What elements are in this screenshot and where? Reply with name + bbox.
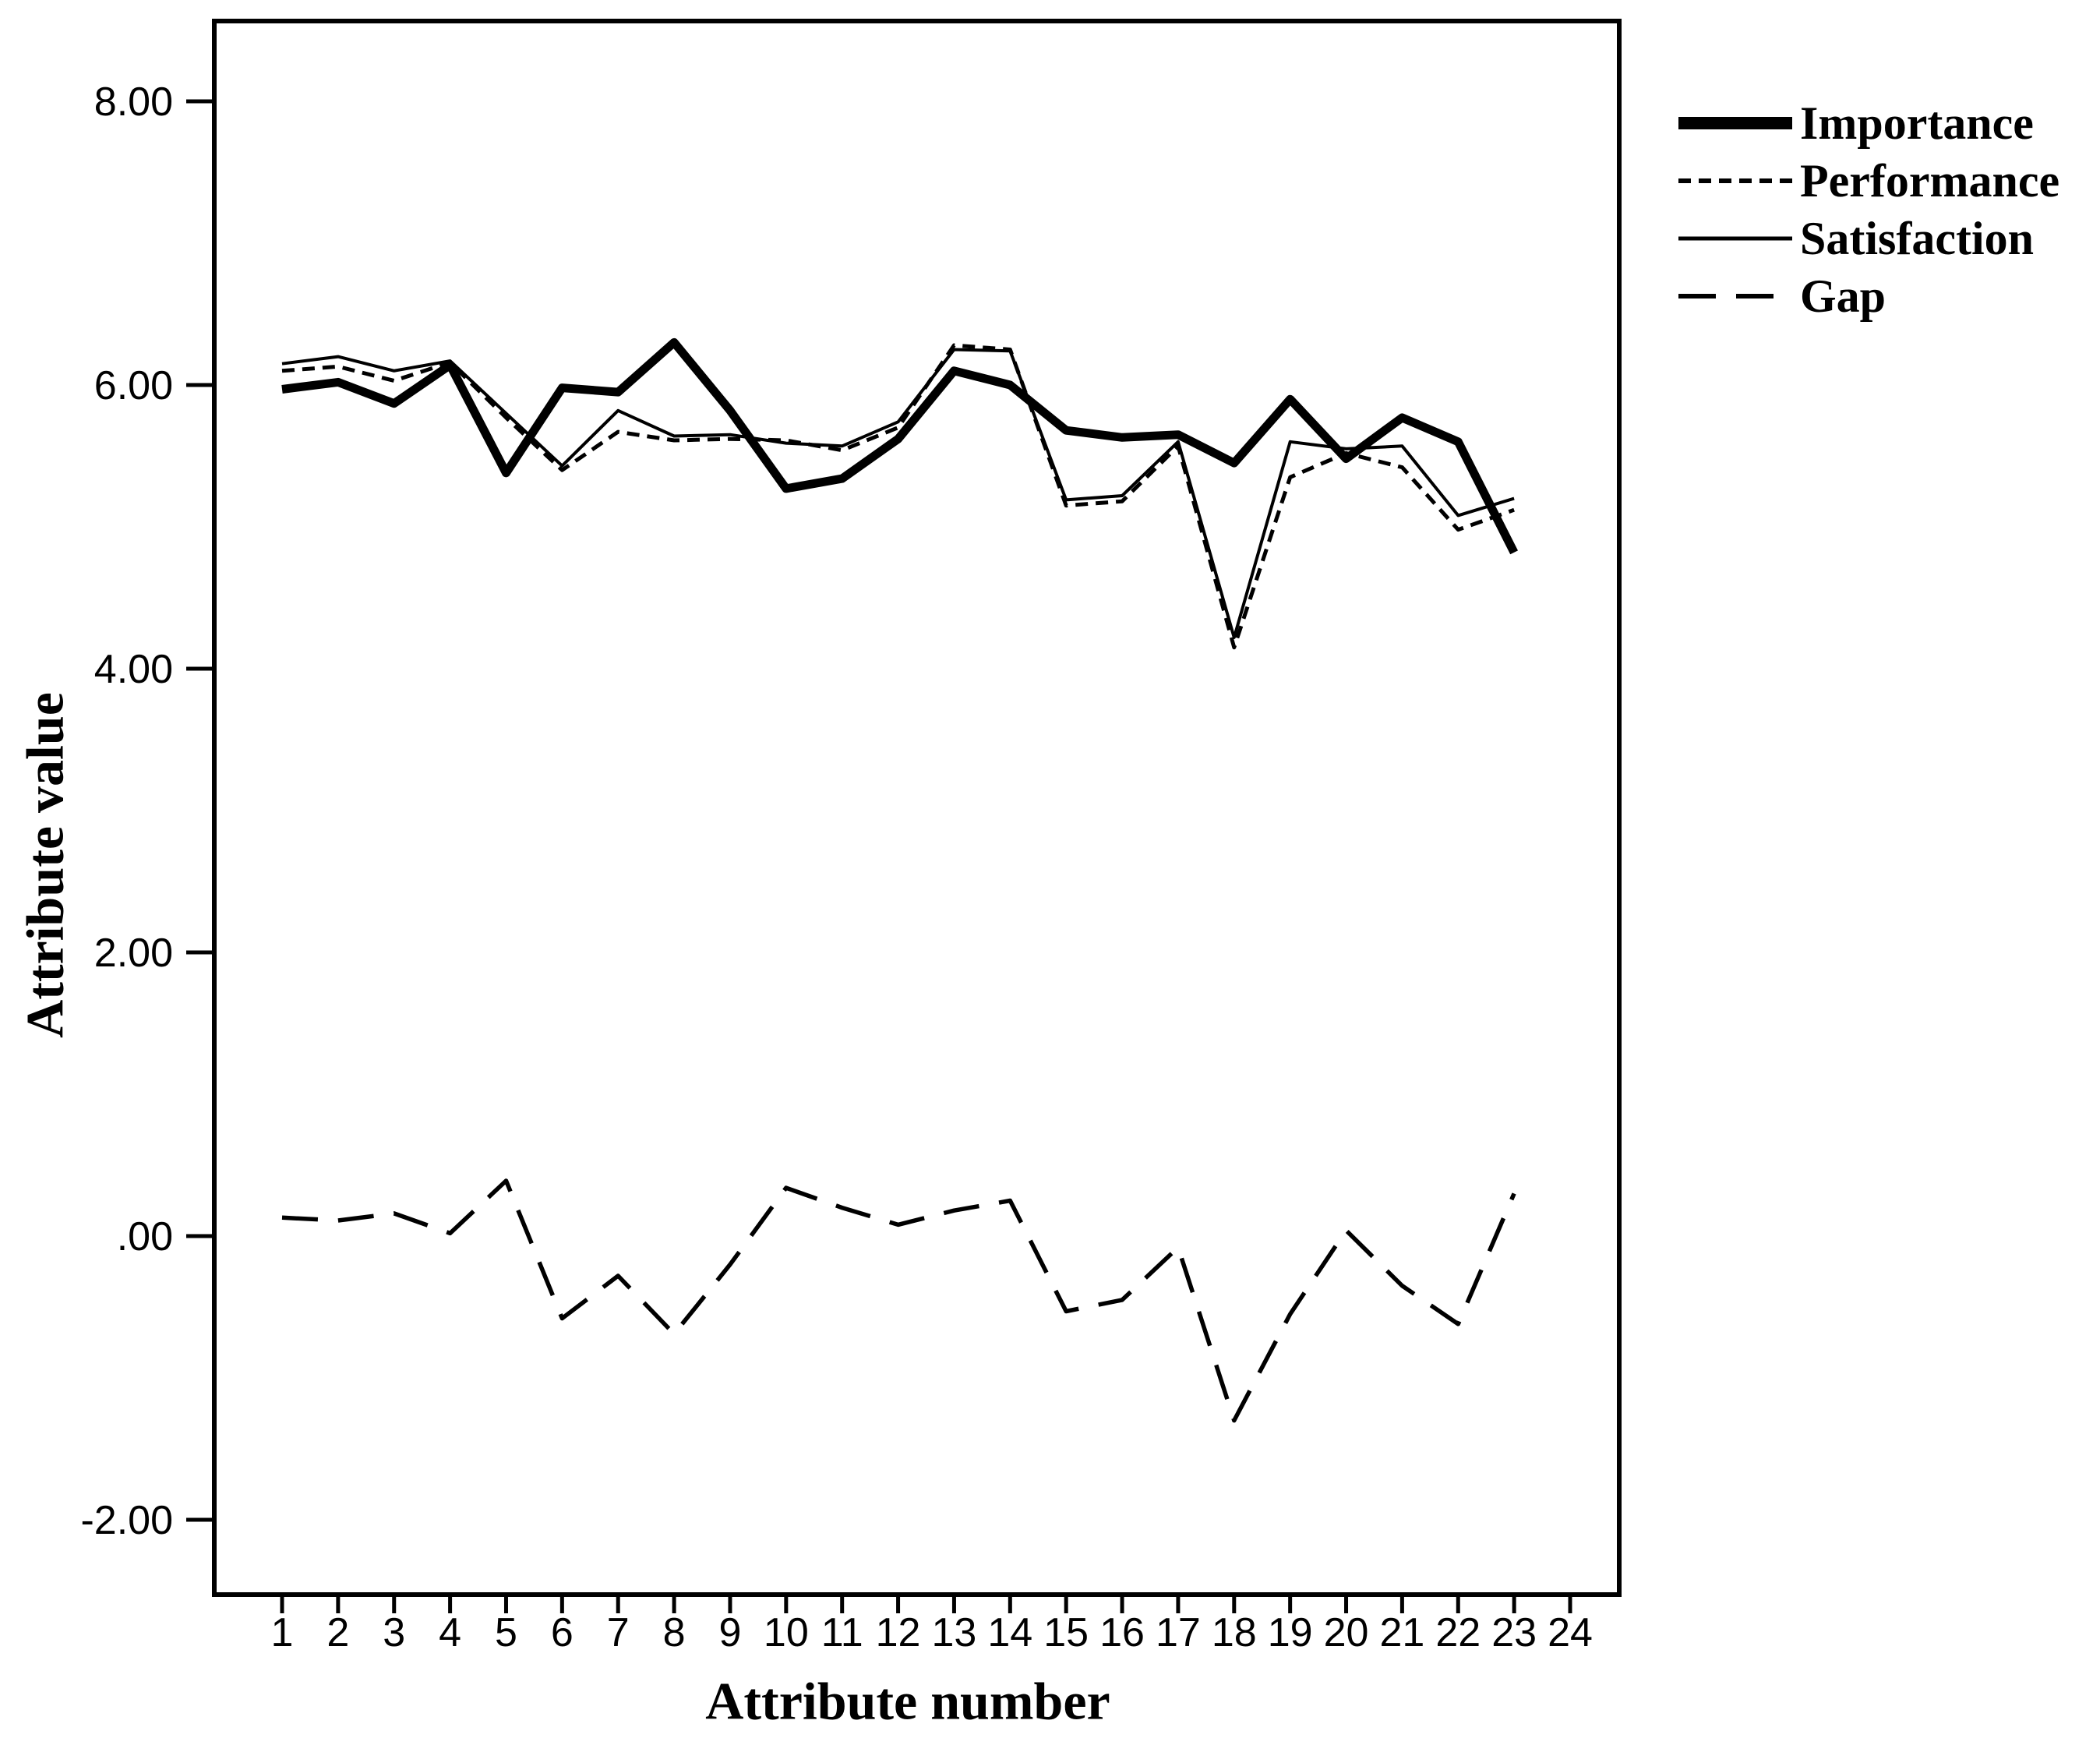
- legend-item-gap: Gap: [1677, 270, 2059, 322]
- legend-label-satisfaction: Satisfaction: [1800, 212, 2034, 264]
- importance-line-swatch-icon: [1678, 117, 1792, 129]
- x-tick-label: 24: [1548, 1610, 1593, 1655]
- legend-item-performance: Performance: [1677, 155, 2059, 207]
- x-tick-label: 5: [495, 1610, 517, 1655]
- performance-line-swatch-icon: [1678, 178, 1792, 183]
- x-tick-label: 4: [439, 1610, 461, 1655]
- legend: Importance Performance Satisfaction Gap: [1677, 97, 2059, 322]
- x-tick-label: 18: [1212, 1610, 1257, 1655]
- x-tick-label: 9: [718, 1610, 741, 1655]
- y-tick-label: 8.00: [94, 79, 173, 125]
- x-tick-label: 16: [1099, 1610, 1145, 1655]
- x-tick-label: 1: [271, 1610, 294, 1655]
- legend-item-importance: Importance: [1677, 97, 2059, 149]
- x-tick-label: 3: [383, 1610, 405, 1655]
- gap-line-swatch-icon: [1678, 294, 1792, 298]
- plot-frame: [212, 19, 1622, 1597]
- y-tick-label: .00: [117, 1214, 173, 1259]
- x-tick-label: 13: [932, 1610, 977, 1655]
- x-tick-label: 17: [1156, 1610, 1201, 1655]
- y-tick-label: 6.00: [94, 363, 173, 408]
- x-tick-label: 23: [1491, 1610, 1537, 1655]
- series-performance-line: [281, 343, 1515, 650]
- y-tick-label: 4.00: [94, 647, 173, 692]
- series-gap-line: [281, 1178, 1516, 1423]
- x-axis-title: Attribute number: [705, 1671, 1110, 1731]
- series-importance-line: [281, 337, 1519, 555]
- x-tick-label: 22: [1435, 1610, 1481, 1655]
- y-tick-label: -2.00: [80, 1498, 173, 1543]
- x-tick-label: 12: [876, 1610, 921, 1655]
- legend-label-importance: Importance: [1800, 97, 2034, 149]
- legend-label-gap: Gap: [1800, 270, 1886, 322]
- x-tick-label: 20: [1324, 1610, 1369, 1655]
- x-tick-label: 15: [1043, 1610, 1089, 1655]
- series-satisfaction-line: [281, 348, 1515, 639]
- x-tick-label: 21: [1379, 1610, 1424, 1655]
- x-tick-label: 11: [821, 1610, 863, 1655]
- x-tick-label: 10: [764, 1610, 809, 1655]
- x-tick-label: 8: [663, 1610, 686, 1655]
- legend-item-satisfaction: Satisfaction: [1677, 213, 2059, 264]
- y-tick-label: 2.00: [94, 931, 173, 976]
- legend-label-performance: Performance: [1800, 154, 2060, 207]
- x-tick-label: 6: [551, 1610, 574, 1655]
- x-tick-label: 7: [607, 1610, 630, 1655]
- x-tick-label: 19: [1268, 1610, 1313, 1655]
- satisfaction-line-swatch-icon: [1678, 236, 1792, 241]
- y-axis-title: Attribute value: [15, 692, 75, 1038]
- x-tick-label: 14: [987, 1610, 1032, 1655]
- x-tick-label: 2: [326, 1610, 349, 1655]
